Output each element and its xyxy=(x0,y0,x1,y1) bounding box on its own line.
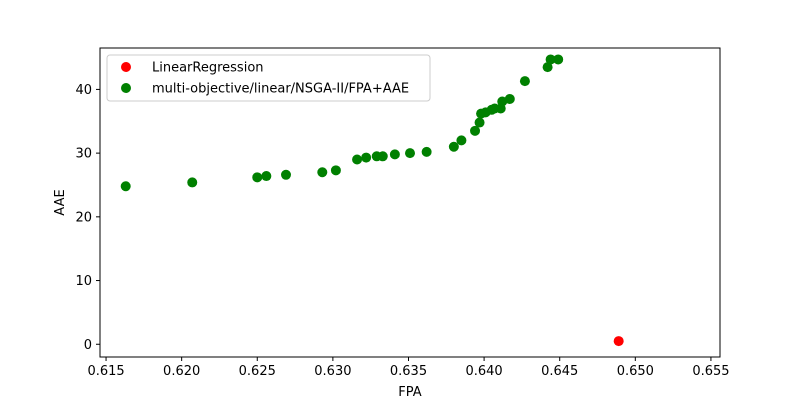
data-point xyxy=(389,149,400,160)
y-tick-label: 40 xyxy=(75,83,92,98)
x-tick-label: 0.620 xyxy=(163,364,200,379)
y-tick-label: 30 xyxy=(75,147,92,162)
legend-label: LinearRegression xyxy=(152,61,264,76)
data-point xyxy=(281,169,291,180)
y-tick-label: 20 xyxy=(75,210,92,225)
legend-marker xyxy=(121,83,131,93)
legend: LinearRegression multi-objective/linear/N… xyxy=(106,54,431,102)
x-tick-label: 0.655 xyxy=(692,364,729,379)
data-point xyxy=(317,167,328,178)
data-point xyxy=(361,152,372,163)
x-tick-label: 0.625 xyxy=(239,364,276,379)
data-point xyxy=(613,336,624,347)
data-point xyxy=(456,135,467,146)
data-point xyxy=(330,165,341,176)
x-axis-ticks: 0.615 0.620 0.625 0.630 0.635 0.640 0.645 0.650… xyxy=(87,357,730,379)
y-axis-ticks: 0 10 20 30 40 xyxy=(75,83,100,353)
data-point xyxy=(474,117,485,128)
data-point xyxy=(261,171,272,182)
x-tick-label: 0.650 xyxy=(617,364,654,379)
data-points xyxy=(120,54,624,347)
axes-frame xyxy=(99,47,721,358)
data-point xyxy=(405,148,415,159)
data-point xyxy=(421,146,432,157)
legend-box xyxy=(106,54,431,102)
x-tick-label: 0.635 xyxy=(390,364,427,379)
data-point xyxy=(252,172,263,183)
legend-label: multi-objective/linear/NSGA-II/FPA+AAE xyxy=(152,82,409,97)
x-tick-label: 0.645 xyxy=(541,364,578,379)
x-tick-label: 0.630 xyxy=(314,364,351,379)
data-point xyxy=(120,181,131,192)
y-tick-label: 10 xyxy=(75,274,92,289)
x-tick-label: 0.640 xyxy=(465,364,502,379)
data-point xyxy=(542,62,553,73)
data-point xyxy=(504,93,515,104)
data-point xyxy=(187,177,198,188)
y-axis-label: AAE xyxy=(53,189,68,215)
x-axis-label: FPA xyxy=(398,385,421,400)
data-point xyxy=(470,125,481,136)
x-tick-label: 0.615 xyxy=(87,364,124,379)
data-point xyxy=(352,154,363,165)
legend-marker xyxy=(121,62,131,72)
data-point xyxy=(497,96,508,107)
data-point xyxy=(553,54,564,65)
data-point xyxy=(377,151,388,162)
data-point xyxy=(545,54,556,65)
data-point xyxy=(519,76,530,87)
data-point xyxy=(448,141,459,152)
y-tick-label: 0 xyxy=(84,338,92,353)
